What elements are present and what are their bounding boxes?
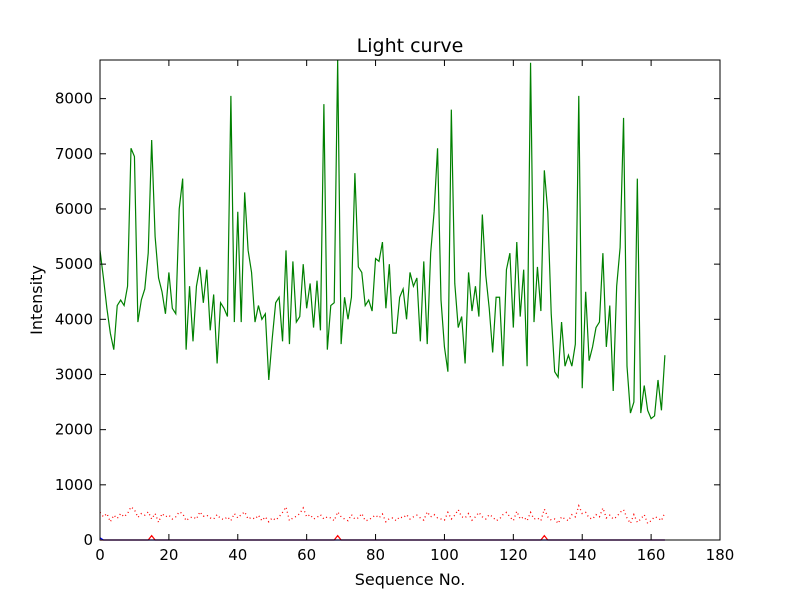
y-tick-label: 8000 [55,90,93,108]
chart-title: Light curve [357,35,464,57]
x-axis: 0 20 40 60 80 100 120 140 160 180 [95,60,734,564]
y-axis: 0 1000 2000 3000 4000 5000 6000 7000 8000 [55,90,720,549]
x-tick-label: 100 [430,546,459,564]
series-line-1 [99,59,666,420]
series-line-3 [100,534,665,541]
y-tick-label: 1000 [55,476,93,494]
y-tick-label: 3000 [55,365,93,383]
x-tick-label: 20 [159,546,178,564]
y-tick-label: 5000 [55,255,93,273]
x-tick-label: 40 [228,546,247,564]
x-tick-label: 80 [366,546,385,564]
y-tick-label: 4000 [55,310,93,328]
x-tick-label: 0 [95,546,105,564]
x-tick-label: 160 [637,546,666,564]
series-line-2 [99,503,666,525]
y-tick-label: 2000 [55,421,93,439]
y-tick-label: 6000 [55,200,93,218]
y-axis-title: Intensity [27,265,46,335]
x-axis-title: Sequence No. [355,570,466,589]
y-tick-label: 7000 [55,145,93,163]
plot-frame [99,59,721,541]
x-tick-label: 120 [499,546,528,564]
x-tick-label: 180 [706,546,735,564]
x-tick-label: 60 [297,546,316,564]
x-tick-label: 140 [568,546,597,564]
y-tick-label: 0 [83,531,93,549]
